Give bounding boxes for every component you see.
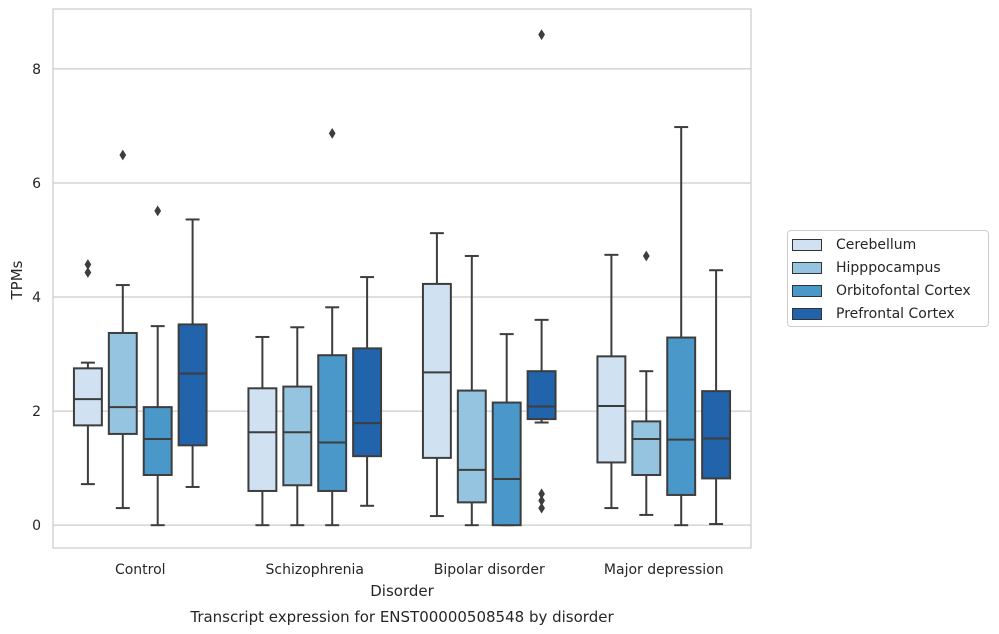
box-iqr [456,389,487,504]
box [596,253,627,510]
legend-item-prefrontal-cortex: Prefrontal Cortex [792,305,955,323]
legend: Cerebellum Hipppocampus Orbitofontal Cor… [787,230,989,327]
outlier-point [84,267,92,278]
outlier-point [538,495,545,507]
box-iqr [107,331,138,435]
box [107,149,138,510]
legend-swatch [792,308,822,320]
x-tick-label: Major depression [604,562,724,578]
outlier-point [119,149,127,161]
box-iqr [177,323,208,447]
outlier-point [538,502,545,514]
legend-swatch [792,285,822,297]
box-iqr [317,354,348,492]
x-tick-label: Bipolar disorder [434,562,545,578]
y-tick-labels: 0 2 4 6 8 [32,62,41,534]
box [666,126,697,527]
legend-label: Cerebellum [836,237,917,253]
boxes [72,29,732,527]
y-tick-label: 6 [32,176,41,192]
x-tick-labels: Control Schizophrenia Bipolar disorder Majo… [115,562,724,578]
box-iqr [247,387,278,492]
y-tick-label: 2 [32,404,41,420]
y-tick-label: 8 [32,62,41,78]
legend-item-cerebellum: Cerebellum [792,236,916,254]
outlier-point [328,127,336,139]
box [177,218,208,488]
box-iqr [421,282,452,459]
box [317,127,348,527]
box-iqr [596,355,627,464]
box [247,335,278,527]
box [701,269,732,526]
legend-label: Prefrontal Cortex [836,306,955,322]
outlier-point [84,259,92,270]
box-iqr [282,385,313,487]
chart-title: Transcript expression for ENST0000050854… [189,608,614,626]
box [142,205,173,527]
y-tick-label: 0 [32,518,41,534]
box-iqr [491,401,522,527]
x-tick-label: Control [115,562,166,578]
legend-label: Orbitofontal Cortex [836,283,971,299]
y-tick-label: 4 [32,290,41,306]
box [72,259,103,486]
box-iqr [666,336,697,496]
box [491,333,522,527]
box [526,29,557,514]
box-iqr [352,347,383,458]
x-axis-label: Disorder [370,582,434,600]
box-iqr [526,370,557,421]
box [421,232,452,518]
box [456,254,487,527]
outlier-point [642,250,650,262]
y-axis-label: TPMs [8,260,26,300]
outlier-point [154,205,162,217]
outlier-point [538,29,545,41]
legend-swatch [792,239,822,251]
box-iqr [72,367,103,427]
plot-frame [52,8,752,549]
legend-item-hippocampus: Hipppocampus [792,259,941,277]
legend-swatch [792,262,822,274]
legend-item-orbitofrontal-cortex: Orbitofontal Cortex [792,282,971,300]
box [631,250,662,516]
box-iqr [142,406,173,476]
box [282,326,313,527]
outlier-point [538,488,545,500]
box-iqr [631,420,662,476]
legend-label: Hipppocampus [836,260,941,276]
x-tick-label: Schizophrenia [266,562,364,578]
box [352,276,383,507]
box-iqr [701,390,732,480]
